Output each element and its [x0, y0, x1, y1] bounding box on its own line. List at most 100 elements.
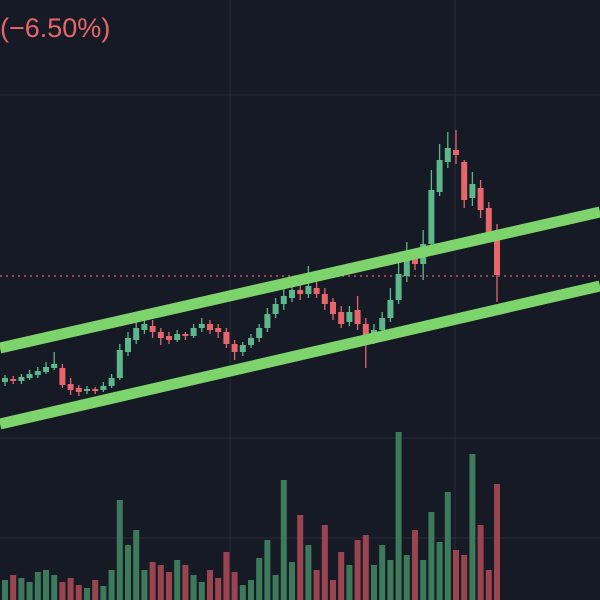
- volume-bar: [2, 580, 8, 600]
- volume-bar: [174, 560, 181, 600]
- candle-body: [379, 318, 386, 330]
- volume-bar: [436, 542, 443, 600]
- candle-body: [297, 290, 304, 294]
- candle-body: [116, 350, 123, 378]
- volume-bar: [231, 572, 238, 600]
- volume-bar: [141, 570, 148, 600]
- volume-bar: [75, 585, 82, 600]
- volume-bar: [313, 570, 320, 600]
- volume-bar: [297, 515, 304, 600]
- candle-body: [444, 148, 451, 162]
- candle-body: [485, 208, 492, 234]
- volume-bar: [10, 575, 17, 600]
- candle-body: [92, 389, 99, 391]
- candle-body: [67, 384, 74, 390]
- volume-bar: [280, 480, 287, 600]
- candle-body: [354, 310, 361, 324]
- volume-bar: [272, 575, 279, 600]
- candle-body: [403, 256, 410, 276]
- volume-bar: [182, 565, 189, 600]
- volume-bar: [166, 572, 172, 600]
- candle-body: [494, 232, 500, 275]
- candle-body: [100, 386, 107, 390]
- candle-body: [26, 374, 33, 378]
- candle-body: [280, 296, 287, 304]
- candle-body: [453, 150, 459, 155]
- volume-bar: [133, 530, 140, 600]
- volume-bar: [379, 545, 386, 600]
- volume-bar: [92, 580, 99, 600]
- volume-bar: [157, 565, 164, 600]
- channel-lower: [0, 280, 600, 430]
- channel: [0, 206, 600, 430]
- volume-bar: [444, 492, 451, 600]
- volume-bar: [428, 512, 435, 600]
- candle-body: [190, 328, 197, 336]
- candle-body: [338, 312, 345, 324]
- candle-body: [264, 314, 271, 328]
- volume-bar: [362, 535, 369, 600]
- candle-body: [215, 328, 222, 332]
- volume-bar: [461, 555, 468, 600]
- volume-bar: [198, 582, 205, 600]
- volume-bar: [403, 555, 410, 600]
- candle-body: [84, 389, 90, 391]
- candle-body: [412, 258, 418, 264]
- volume-bar: [395, 432, 402, 600]
- volume-bar: [149, 562, 156, 600]
- candle-body: [239, 345, 246, 352]
- candle-body: [198, 324, 205, 328]
- candle-body: [141, 324, 148, 330]
- volume-bar: [26, 582, 33, 600]
- candle-body: [59, 368, 66, 385]
- volume-bar: [346, 565, 353, 600]
- volume-bar: [190, 575, 197, 600]
- candle-body: [305, 286, 312, 294]
- volume-bar: [215, 578, 222, 600]
- candle-body: [428, 190, 435, 244]
- candle-body: [289, 290, 295, 298]
- volume-bar: [469, 454, 476, 600]
- volume-bar: [248, 580, 254, 600]
- volume-bar: [387, 560, 394, 600]
- volume-bar: [420, 560, 427, 600]
- candle-body: [248, 338, 254, 345]
- candle-body: [34, 371, 41, 375]
- candle-body: [10, 379, 17, 381]
- volume-bar: [84, 588, 90, 600]
- volume-bar: [289, 562, 295, 600]
- candle-body: [387, 300, 394, 318]
- volume-bar: [108, 570, 115, 600]
- volume-bar: [321, 525, 328, 600]
- volume-bar: [485, 570, 492, 600]
- volume-layer: [2, 432, 500, 600]
- candle-body: [166, 336, 172, 340]
- candle-body: [231, 344, 238, 352]
- volume-bar: [354, 540, 361, 600]
- candle-body: [125, 338, 131, 352]
- volume-bar: [100, 586, 107, 600]
- candle-body: [330, 302, 336, 314]
- candle-body: [436, 160, 443, 192]
- volume-bar: [223, 552, 230, 600]
- candle-body: [51, 364, 58, 368]
- candle-body: [108, 378, 115, 386]
- candle-body: [43, 367, 49, 372]
- volume-bar: [494, 484, 500, 600]
- volume-bar: [116, 500, 123, 600]
- volume-bar: [43, 570, 49, 600]
- volume-bar: [59, 582, 66, 600]
- volume-bar: [477, 525, 484, 600]
- candle-body: [149, 326, 156, 332]
- candle-body: [272, 304, 279, 314]
- volume-bar: [412, 530, 418, 600]
- candle-body: [461, 162, 468, 200]
- candle-body: [207, 324, 213, 330]
- volume-bar: [207, 570, 213, 600]
- volume-bar: [330, 580, 336, 600]
- volume-bar: [125, 545, 131, 600]
- candle-body: [346, 312, 353, 322]
- candle-body: [133, 328, 140, 340]
- candle-body: [18, 377, 25, 381]
